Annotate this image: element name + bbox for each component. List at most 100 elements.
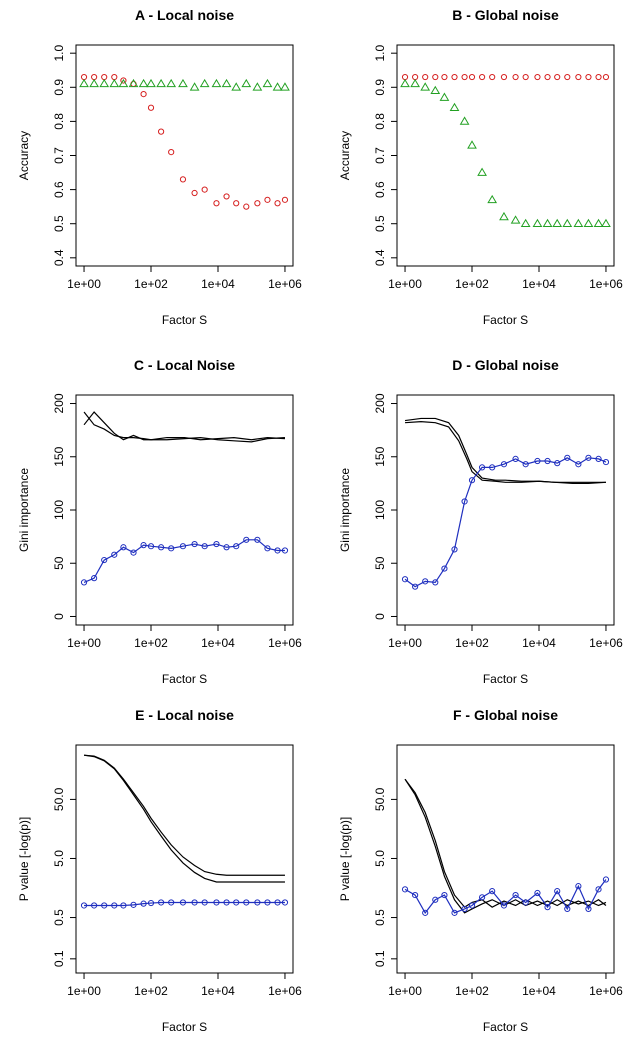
data-point <box>441 891 448 899</box>
data-point <box>441 73 448 81</box>
data-point <box>140 542 147 549</box>
data-point <box>189 82 200 91</box>
data-point <box>478 894 486 901</box>
data-point <box>542 218 553 228</box>
data-point <box>201 186 208 193</box>
data-point <box>89 78 99 88</box>
data-point <box>500 73 508 81</box>
panel-f: F - Global noise Factor S P value [-log(p)… <box>338 707 623 1034</box>
data-point <box>211 78 222 88</box>
data-point <box>601 218 611 228</box>
chart-title: B - Global noise <box>452 7 559 23</box>
y-tick-label: 0.8 <box>52 113 66 130</box>
x-tick-label: 1e+02 <box>134 636 168 650</box>
data-point <box>544 73 551 81</box>
y-tick-label: 150 <box>52 446 66 466</box>
data-point <box>254 200 261 207</box>
data-point <box>111 902 118 909</box>
y-tick-label: 0.5 <box>373 909 387 926</box>
data-point <box>522 461 529 468</box>
data-point <box>201 899 208 906</box>
chart-title: D - Global noise <box>452 357 559 373</box>
data-point <box>130 549 137 556</box>
data-point <box>512 73 519 81</box>
y-tick-label: 100 <box>52 500 66 520</box>
data-point <box>534 73 541 81</box>
chart-title: A - Local noise <box>135 7 234 23</box>
y-tick-label: 150 <box>373 446 387 466</box>
data-point <box>140 91 147 98</box>
series-1 <box>404 417 606 483</box>
data-point <box>168 899 175 906</box>
data-point <box>138 78 149 88</box>
data-point <box>461 73 468 81</box>
data-point <box>199 78 210 88</box>
series-1 <box>404 778 607 914</box>
data-point <box>213 899 220 906</box>
data-point <box>478 73 486 81</box>
y-tick-label: 5.0 <box>373 850 387 867</box>
series-line <box>404 457 607 588</box>
y-tick-label: 1.0 <box>373 45 387 62</box>
data-point <box>410 78 420 88</box>
data-point <box>130 901 137 908</box>
plot-frame <box>75 44 294 267</box>
data-point <box>101 556 108 564</box>
data-point <box>111 73 118 81</box>
data-point <box>118 78 129 88</box>
data-point <box>468 73 476 81</box>
data-point <box>280 82 290 91</box>
data-point <box>140 900 147 907</box>
chart-title: E - Local noise <box>135 707 234 723</box>
data-point <box>147 899 155 907</box>
data-point <box>459 116 470 125</box>
x-tick-label: 1e+00 <box>67 984 101 998</box>
data-point <box>80 73 88 81</box>
data-point <box>400 78 410 88</box>
data-point <box>241 78 252 88</box>
series-3 <box>80 899 289 909</box>
data-point <box>80 902 88 909</box>
series-line <box>404 778 607 908</box>
y-tick-label: 0.6 <box>373 181 387 198</box>
data-point <box>520 218 531 228</box>
data-point <box>147 104 155 111</box>
data-point <box>120 902 127 909</box>
data-point <box>179 176 187 183</box>
data-point <box>512 455 519 462</box>
data-point <box>564 905 571 913</box>
data-point <box>191 899 198 906</box>
x-tick-label: 1e+00 <box>388 636 422 650</box>
data-point <box>575 461 582 468</box>
data-point <box>412 583 419 590</box>
series-line <box>83 411 285 441</box>
data-point <box>422 73 429 81</box>
data-point <box>120 544 127 551</box>
series-1 <box>80 73 289 210</box>
data-point <box>544 457 551 465</box>
x-tick-label: 1e+04 <box>522 984 556 998</box>
data-point <box>487 194 498 204</box>
y-axis-label: P value [-log(p)] <box>17 817 31 902</box>
y-tick-label: 0.8 <box>373 113 387 130</box>
y-tick-label: 0 <box>373 613 387 620</box>
x-tick-label: 1e+02 <box>455 984 489 998</box>
data-point <box>602 876 610 883</box>
data-point <box>99 78 110 88</box>
data-point <box>510 215 521 224</box>
y-tick-label: 1.0 <box>52 45 66 62</box>
data-point <box>231 82 242 91</box>
series-2 <box>83 754 285 883</box>
data-point <box>80 579 88 586</box>
y-tick-label: 50 <box>52 556 66 570</box>
x-tick-label: 1e+00 <box>67 636 101 650</box>
data-point <box>585 905 592 913</box>
series-2 <box>79 78 290 91</box>
data-point <box>595 455 602 462</box>
x-tick-label: 1e+00 <box>388 277 422 291</box>
y-tick-label: 0.5 <box>52 909 66 926</box>
plot-frame <box>75 394 294 626</box>
x-axis-label: Factor S <box>162 313 207 327</box>
data-point <box>532 218 543 228</box>
